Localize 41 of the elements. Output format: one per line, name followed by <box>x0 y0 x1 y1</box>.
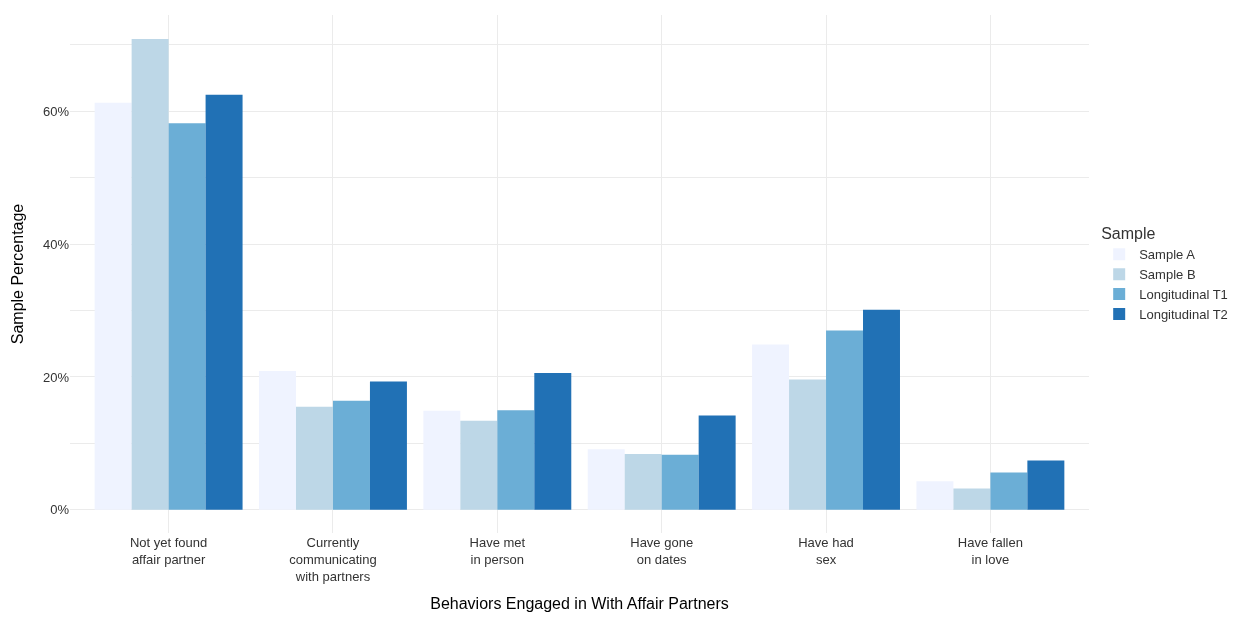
legend-label: Longitudinal T1 <box>1139 287 1228 303</box>
bar <box>916 481 954 510</box>
bar <box>661 454 699 510</box>
y-tick-label: 20% <box>42 369 70 385</box>
bar <box>789 379 827 510</box>
legend-label: Sample A <box>1139 247 1196 263</box>
bar <box>863 309 900 510</box>
x-tick-label: Have met in person <box>469 535 526 567</box>
bar <box>295 406 333 510</box>
bar <box>460 420 498 510</box>
y-tick-label: 60% <box>42 103 70 119</box>
bar <box>94 102 132 510</box>
bar <box>497 410 535 510</box>
bar <box>369 381 407 510</box>
bar <box>953 488 991 510</box>
y-axis-title: Sample Percentage <box>8 203 26 345</box>
bar <box>332 400 370 510</box>
bar <box>587 449 625 510</box>
y-tick-label: 40% <box>42 236 70 252</box>
y-tick-label: 0% <box>50 502 70 518</box>
bar <box>826 330 864 510</box>
x-tick-label: Not yet found affair partner <box>129 535 208 567</box>
legend-label: Sample B <box>1139 267 1196 283</box>
bar <box>131 38 169 510</box>
x-tick-label: Currently communicating with partners <box>289 535 377 584</box>
x-axis-title: Behaviors Engaged in With Affair Partners <box>430 595 729 613</box>
bar <box>990 472 1028 510</box>
bar <box>534 372 572 510</box>
bar <box>752 344 790 510</box>
bar <box>698 415 736 510</box>
bar <box>259 370 296 510</box>
x-tick-label: Have gone on dates <box>630 535 694 567</box>
x-tick-label: Have had sex <box>798 535 854 567</box>
bar <box>1027 460 1065 510</box>
legend-label: Longitudinal T2 <box>1139 307 1228 323</box>
x-tick-label: Have fallen in love <box>957 535 1023 567</box>
bar <box>168 123 206 510</box>
legend-title: Sample <box>1101 225 1156 243</box>
bar <box>624 453 662 510</box>
bar <box>205 94 243 510</box>
bar <box>423 410 461 510</box>
